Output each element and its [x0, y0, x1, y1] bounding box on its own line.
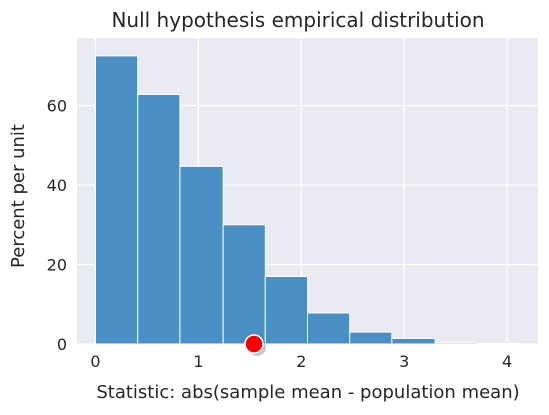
histogram-bar: [264, 275, 309, 345]
observed-statistic-marker-group: [244, 334, 266, 356]
histogram-bars: [95, 55, 520, 345]
x-tick-label: 0: [90, 352, 100, 371]
x-tick-label: 4: [502, 352, 512, 371]
x-axis-label: Statistic: abs(sample mean - population …: [96, 382, 519, 403]
histogram-bar: [434, 342, 478, 345]
y-tick-label: 0: [57, 335, 67, 354]
x-tick-label: 1: [193, 352, 203, 371]
y-axis-label: Percent per unit: [8, 124, 29, 268]
histogram-bar: [137, 93, 181, 345]
histogram-bar: [349, 331, 393, 345]
y-tick-label: 40: [47, 176, 67, 195]
chart-title: Null hypothesis empirical distribution: [111, 8, 484, 32]
y-tick-label: 60: [47, 97, 67, 116]
x-tick-label: 2: [296, 352, 306, 371]
histogram-bar: [222, 224, 266, 345]
histogram-bar: [95, 55, 139, 345]
histogram-bar: [391, 337, 436, 345]
y-tick-label: 20: [47, 256, 67, 275]
histogram-bar: [179, 165, 224, 345]
observed-statistic-marker: [244, 334, 264, 354]
x-tick-label: 3: [399, 352, 409, 371]
histogram-bar: [307, 312, 351, 345]
